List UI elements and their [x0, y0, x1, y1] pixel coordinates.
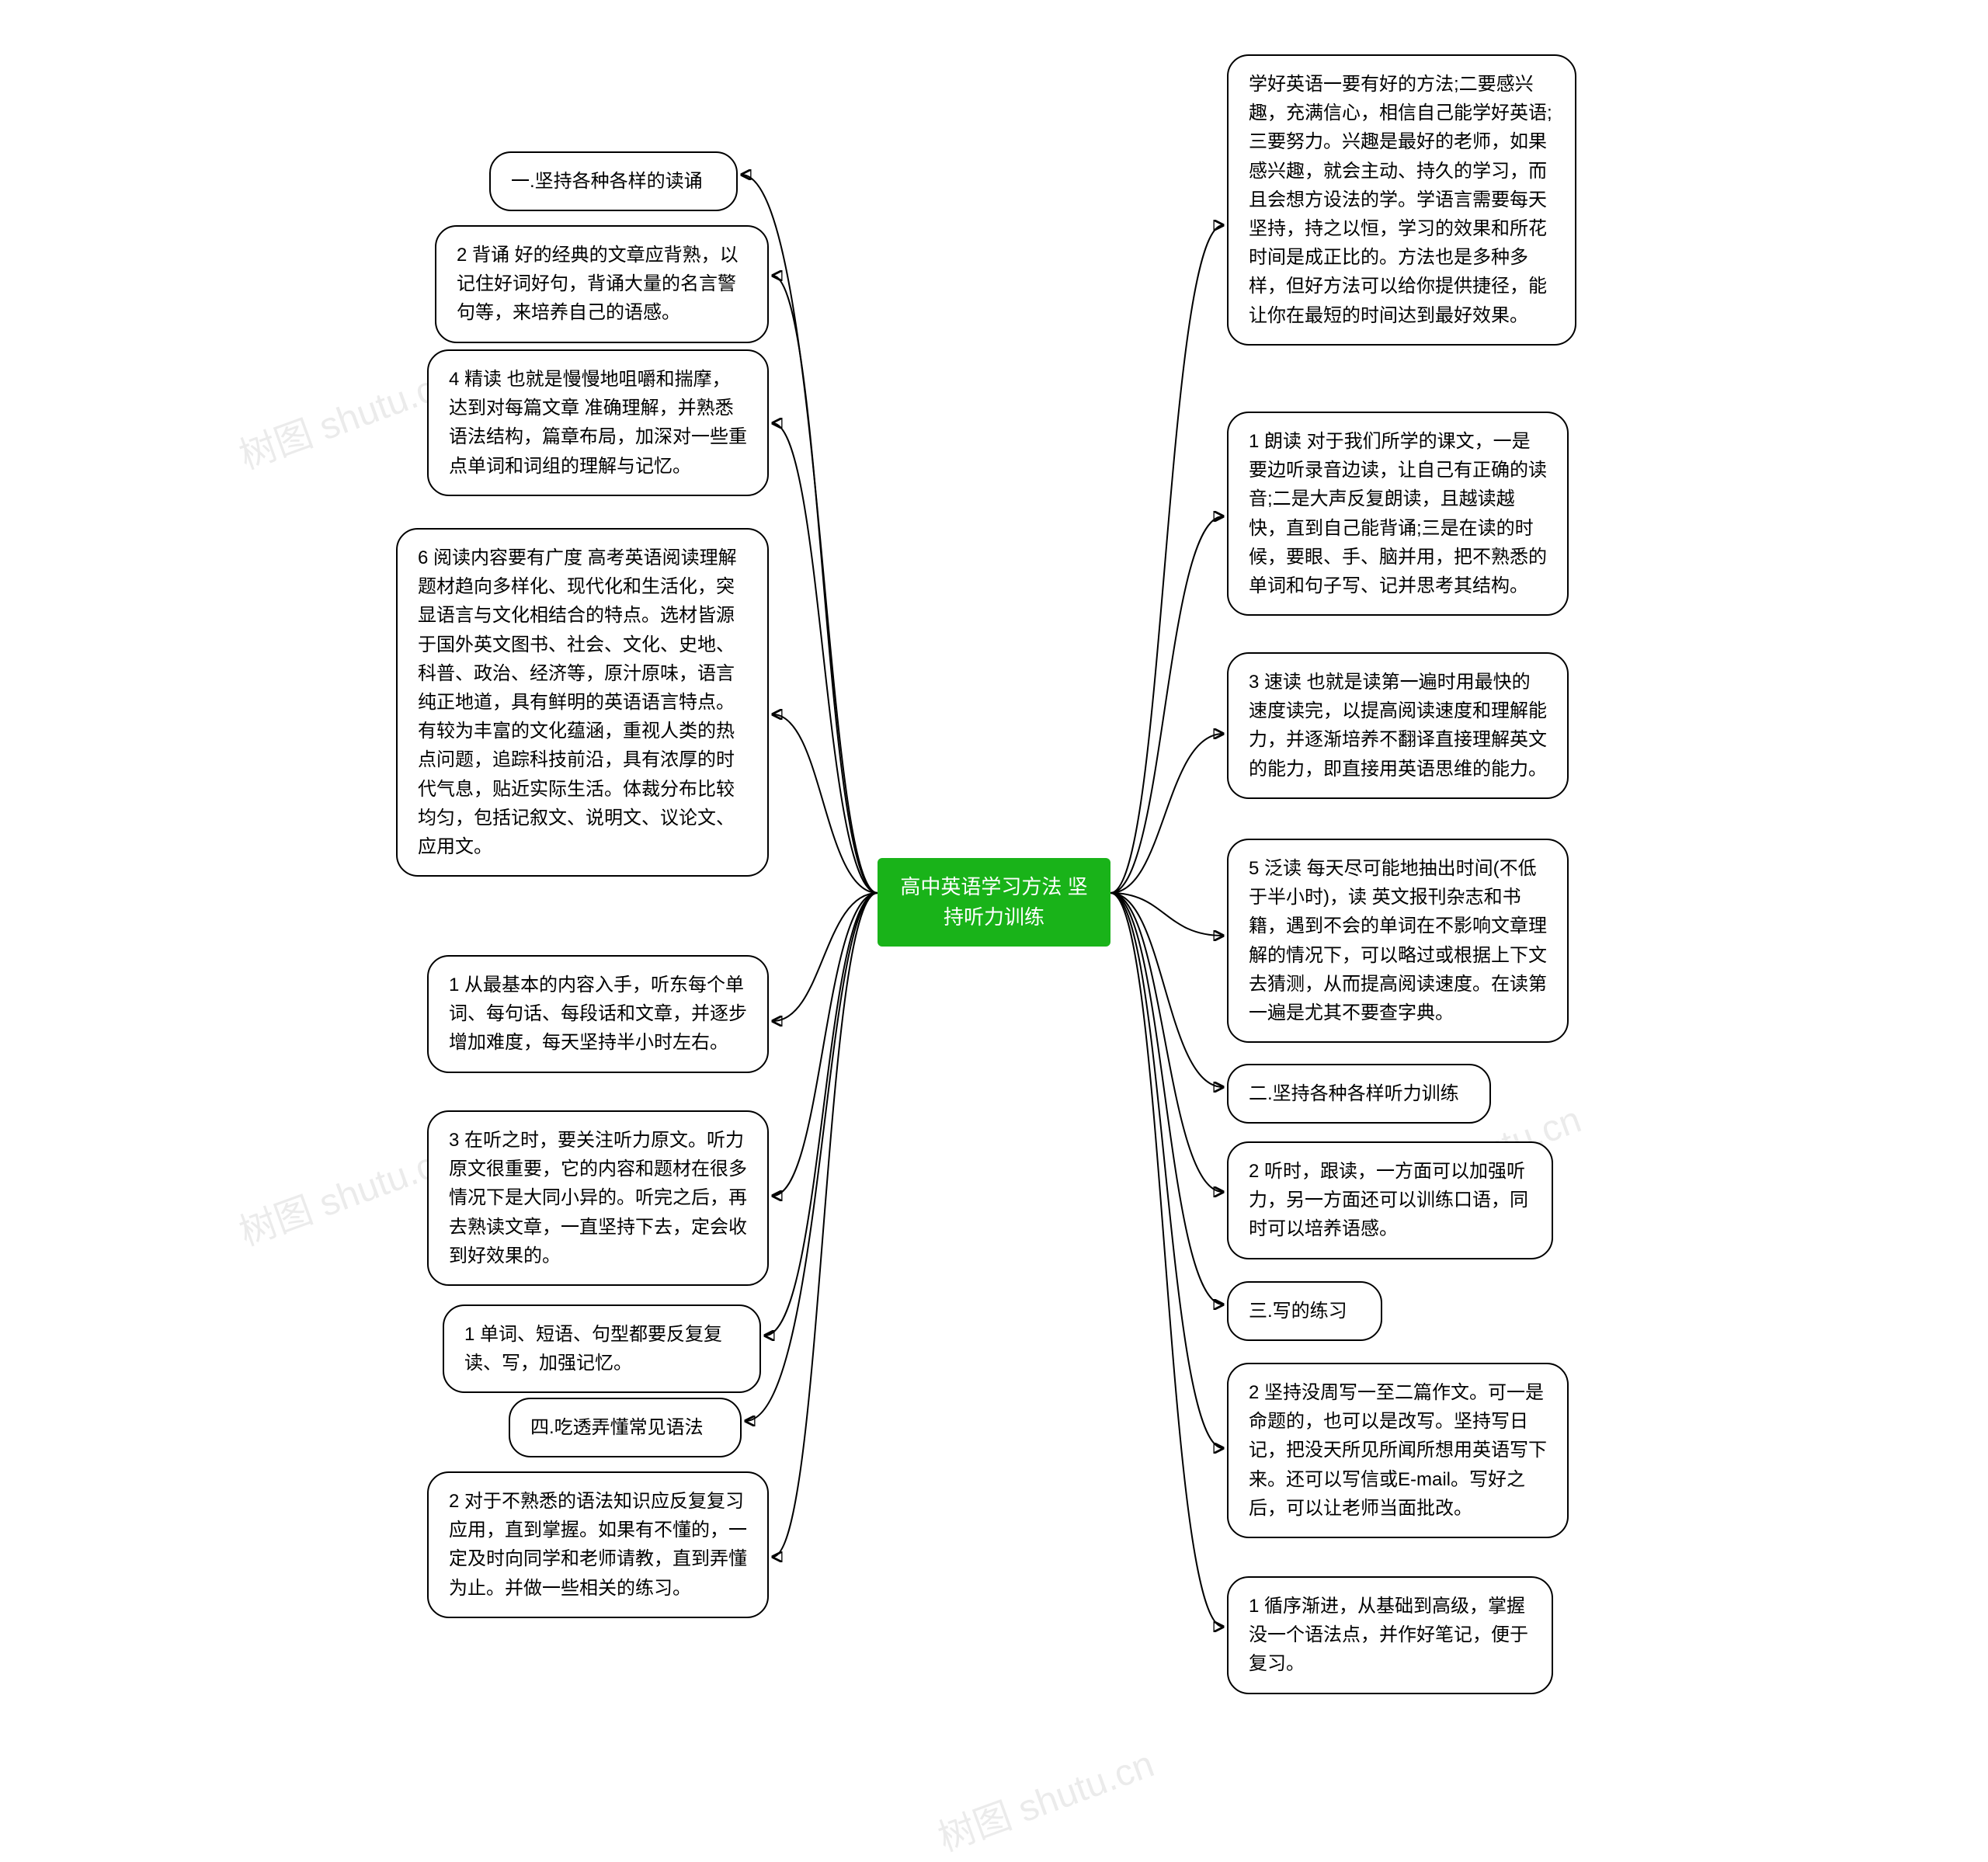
watermark: 树图 shutu.cn — [930, 1733, 1160, 1861]
node-l1: 一.坚持各种各样的读诵 — [489, 151, 738, 211]
node-r3: 3 速读 也就是读第一遍时用最快的速度读完，以提高阅读速度和理解能力，并逐渐培养… — [1227, 652, 1569, 799]
node-r4: 5 泛读 每天尽可能地抽出时间(不低于半小时)，读 英文报刊杂志和书籍，遇到不会… — [1227, 839, 1569, 1043]
node-l5: 1 从最基本的内容入手，听东每个单词、每句话、每段话和文章，并逐步增加难度，每天… — [427, 955, 769, 1073]
node-r6: 2 听时，跟读，一方面可以加强听力，另一方面还可以训练口语，同时可以培养语感。 — [1227, 1141, 1553, 1259]
node-l9: 2 对于不熟悉的语法知识应反复复习应用，直到掌握。如果有不懂的，一定及时向同学和… — [427, 1471, 769, 1618]
node-r5: 二.坚持各种各样听力训练 — [1227, 1064, 1491, 1124]
node-l7: 1 单词、短语、句型都要反复复读、写，加强记忆。 — [443, 1304, 761, 1393]
center-node: 高中英语学习方法 坚持听力训练 — [878, 858, 1110, 947]
node-l2: 2 背诵 好的经典的文章应背熟，以记住好词好句，背诵大量的名言警句等，来培养自己… — [435, 225, 769, 343]
node-l6: 3 在听之时，要关注听力原文。听力原文很重要，它的内容和题材在很多情况下是大同小… — [427, 1110, 769, 1286]
node-l8: 四.吃透弄懂常见语法 — [509, 1398, 742, 1457]
node-r8: 2 坚持没周写一至二篇作文。可一是命题的，也可以是改写。坚持写日记，把没天所见所… — [1227, 1363, 1569, 1538]
node-r2: 1 朗读 对于我们所学的课文，一是要边听录音边读，让自己有正确的读音;二是大声反… — [1227, 412, 1569, 616]
node-l3: 4 精读 也就是慢慢地咀嚼和揣摩，达到对每篇文章 准确理解，并熟悉语法结构，篇章… — [427, 349, 769, 496]
node-r9: 1 循序渐进，从基础到高级，掌握没一个语法点，并作好笔记，便于复习。 — [1227, 1576, 1553, 1694]
node-l4: 6 阅读内容要有广度 高考英语阅读理解题材趋向多样化、现代化和生活化，突显语言与… — [396, 528, 769, 877]
node-r1: 学好英语一要有好的方法;二要感兴趣，充满信心，相信自己能学好英语;三要努力。兴趣… — [1227, 54, 1576, 346]
node-r7: 三.写的练习 — [1227, 1281, 1382, 1341]
